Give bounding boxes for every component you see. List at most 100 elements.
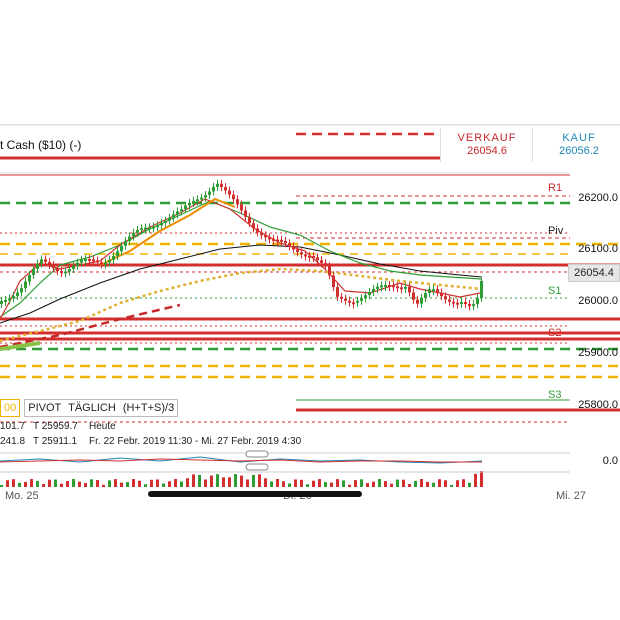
volume-bar: [366, 483, 369, 487]
candle-body: [240, 204, 243, 211]
indicator-left-value: 00: [0, 399, 21, 417]
candle-body: [256, 228, 259, 233]
candle-body: [248, 216, 251, 224]
candle-body: [120, 245, 123, 252]
candle-body: [12, 295, 15, 299]
volume-bars: [0, 471, 483, 487]
volume-bar: [174, 479, 177, 487]
sell-button[interactable]: VERKAUF 26054.6: [440, 128, 533, 162]
volume-bar: [246, 479, 249, 487]
volume-bar: [144, 484, 147, 487]
volume-bar: [468, 482, 471, 487]
volume-bar: [132, 479, 135, 487]
volume-bar: [138, 480, 141, 487]
candle-body: [344, 298, 347, 301]
info-left-1: 101.7: [0, 421, 26, 432]
home-indicator[interactable]: [148, 491, 362, 497]
price-axis-label: 26000.0: [578, 295, 618, 307]
candle-body: [304, 254, 307, 257]
signal-line: [0, 458, 482, 463]
candle-body: [284, 241, 287, 244]
indicator-period: TÄGLICH: [68, 402, 116, 414]
candle-body: [156, 225, 159, 228]
candle-body: [292, 246, 295, 250]
candle-body: [264, 235, 267, 238]
info-t-1: T 25959.7: [33, 421, 78, 432]
candle-body: [44, 259, 47, 262]
info-desc-1: Heute: [89, 421, 116, 432]
candle-body: [464, 302, 467, 305]
candle-body: [352, 302, 355, 305]
volume-bar: [306, 484, 309, 487]
candle-body: [244, 210, 247, 217]
volume-bar: [66, 481, 69, 487]
r1-label: R1: [548, 182, 563, 194]
chart-area[interactable]: [0, 124, 620, 505]
candle-body: [88, 259, 91, 262]
volume-bar: [96, 480, 99, 487]
indicator-pivot-box[interactable]: PIVOT TÄGLICH (H+T+S)/3: [24, 399, 179, 417]
sell-price: 26054.6: [467, 145, 507, 157]
volume-bar: [288, 483, 291, 487]
volume-bar: [324, 482, 327, 487]
current-price-tag: 26054.4: [568, 264, 620, 282]
volume-bar: [456, 480, 459, 487]
candle-body: [276, 239, 279, 242]
candle-body: [448, 299, 451, 302]
volume-bar: [180, 481, 183, 487]
candle-body: [472, 304, 475, 307]
candle-body: [228, 190, 231, 195]
candle-body: [144, 227, 147, 230]
indicator-bar[interactable]: 00 PIVOT TÄGLICH (H+T+S)/3: [0, 399, 179, 417]
price-chart[interactable]: [0, 125, 620, 505]
time-axis-label: Mi. 27: [556, 490, 586, 502]
candle-body: [260, 232, 263, 236]
candle-body: [180, 209, 183, 212]
candle-body: [376, 286, 379, 289]
candle-body: [124, 240, 127, 246]
candle-body: [452, 301, 455, 304]
candle-body: [112, 255, 115, 260]
volume-bar: [90, 479, 93, 487]
volume-bar: [438, 479, 441, 487]
piv-label: Piv: [548, 225, 564, 237]
candle-body: [384, 284, 387, 287]
indicator-name: PIVOT: [28, 402, 62, 414]
candle-body: [204, 195, 207, 198]
volume-bar: [78, 481, 81, 487]
candle-body: [84, 259, 87, 262]
volume-bar: [432, 482, 435, 487]
candle-body: [456, 302, 459, 305]
candle-body: [188, 202, 191, 206]
candle-body: [332, 275, 335, 288]
candle-body: [108, 259, 111, 263]
volume-bar: [282, 481, 285, 487]
candle-body: [100, 262, 103, 265]
candle-body: [432, 289, 435, 292]
candle-body: [220, 183, 223, 188]
candle-body: [24, 281, 27, 289]
volume-bar: [354, 480, 357, 487]
volume-bar: [426, 481, 429, 487]
s2-label: S2: [548, 327, 562, 339]
volume-bar: [120, 482, 123, 487]
volume-bar: [114, 479, 117, 487]
candle-body: [308, 255, 311, 258]
time-axis-label: Mo. 25: [5, 490, 39, 502]
candle-body: [428, 289, 431, 294]
s3-label: S3: [548, 389, 562, 401]
volume-bar: [54, 479, 57, 487]
volume-bar: [84, 483, 87, 487]
volume-bar: [342, 480, 345, 487]
volume-bar: [390, 483, 393, 487]
candle-body: [236, 199, 239, 205]
volume-bar: [162, 483, 165, 487]
candle-body: [412, 292, 415, 300]
candle-body: [356, 300, 359, 303]
volume-bar: [18, 482, 21, 487]
candle-body: [280, 239, 283, 242]
candle-body: [272, 238, 275, 241]
volume-bar: [276, 479, 279, 487]
buy-button[interactable]: KAUF 26056.2: [532, 128, 620, 162]
candle-body: [480, 280, 483, 299]
